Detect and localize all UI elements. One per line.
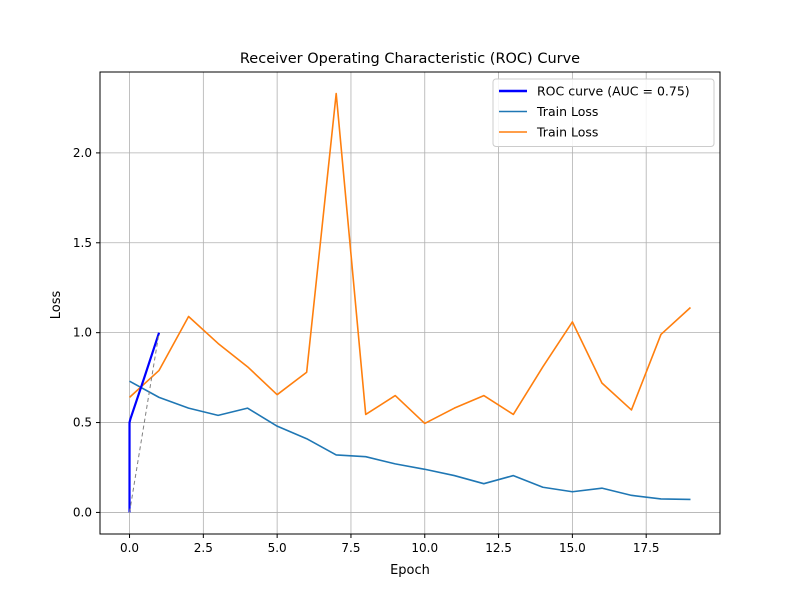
series-line-0 — [128, 332, 161, 513]
series-layer — [128, 92, 692, 513]
x-tick-label: 7.5 — [341, 541, 360, 555]
y-tick-label: 0.5 — [73, 416, 92, 430]
x-tick-label: 17.5 — [633, 541, 660, 555]
chance-diagonal-line — [129, 332, 160, 513]
grid-layer — [100, 72, 720, 534]
x-tick-label: 2.5 — [194, 541, 213, 555]
y-axis-label: Loss — [49, 291, 64, 320]
legend-label: Train Loss — [536, 104, 598, 119]
x-tick-label: 12.5 — [485, 541, 512, 555]
plot-frame — [99, 71, 721, 535]
legend: ROC curve (AUC = 0.75) Train Loss Train Lo… — [492, 78, 715, 147]
y-tick-label: 2.0 — [73, 146, 92, 160]
x-tick-label: 15.0 — [559, 541, 586, 555]
x-tick-label: 10.0 — [411, 541, 438, 555]
legend-box — [492, 78, 715, 147]
x-tick-label: 5.0 — [268, 541, 287, 555]
x-tick-label: 0.0 — [120, 541, 139, 555]
chart-title: Receiver Operating Characteristic (ROC) … — [240, 51, 580, 67]
y-tick-label: 1.0 — [73, 326, 92, 340]
series-line-1 — [129, 380, 691, 501]
legend-label: Train Loss — [536, 125, 598, 140]
y-tick-label: 1.5 — [73, 236, 92, 250]
series-line-2 — [128, 92, 692, 425]
y-tick-label: 0.0 — [73, 505, 92, 519]
x-axis-label: Epoch — [390, 563, 430, 578]
legend-label: ROC curve (AUC = 0.75) — [537, 84, 690, 99]
tick-layer: 0.0 2.5 5.0 7.5 10.0 12.5 15.0 17.5 0.0 0.5 1.0 1.5… — [73, 146, 660, 555]
